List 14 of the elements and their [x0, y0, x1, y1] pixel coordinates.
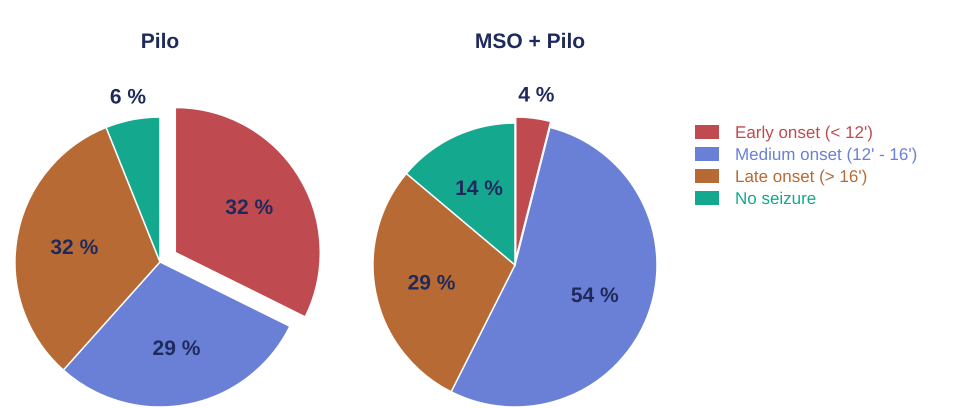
legend-label: Early onset (< 12') — [735, 122, 873, 142]
data-label: 14 % — [455, 177, 504, 200]
data-label: 6 % — [110, 85, 146, 108]
chart-title: MSO + Pilo — [474, 30, 586, 53]
legend-label: No seizure — [735, 188, 816, 208]
data-label: 29 % — [152, 336, 201, 360]
data-label: 54 % — [570, 284, 620, 308]
chart-title: Pilo — [140, 30, 180, 53]
data-label: 32 % — [50, 236, 99, 260]
data-label: 29 % — [408, 271, 456, 294]
legend-label: Medium onset (12' - 16') — [735, 144, 918, 164]
data-label: 4 % — [518, 84, 555, 107]
legend-label: Late onset (> 16') — [735, 166, 868, 186]
data-label: 32 % — [225, 196, 274, 219]
